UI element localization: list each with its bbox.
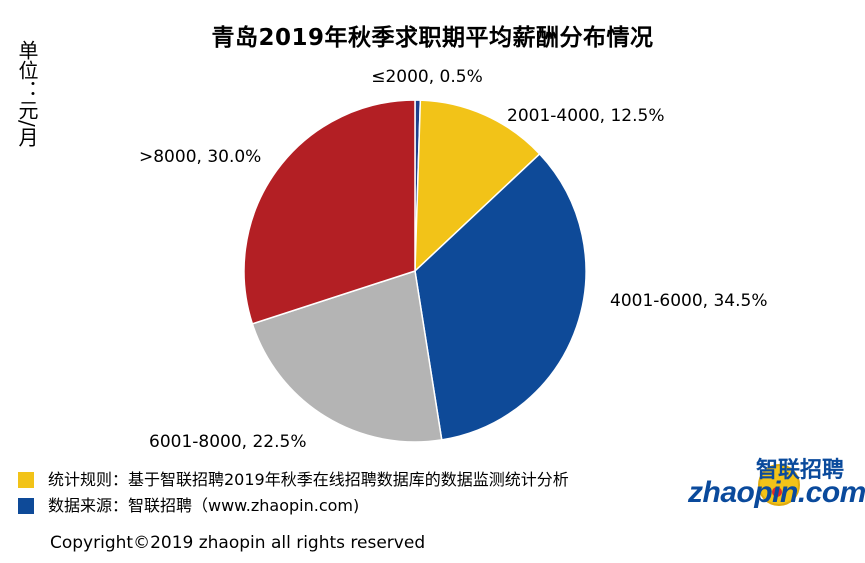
pie-slice-8000 bbox=[243, 99, 416, 325]
zhaopin-logo: 智联招聘 zhaopin.com bbox=[686, 452, 865, 516]
chart-title: 青岛2019年秋季求职期平均薪酬分布情况 bbox=[211, 25, 654, 51]
pie-slice-4001-6000 bbox=[414, 152, 587, 441]
pie-data-label: 2001-4000, 12.5% bbox=[507, 106, 664, 126]
unit-label: 单位：元/月 bbox=[15, 40, 39, 147]
logo-name-en: zhaopin.com bbox=[688, 476, 865, 509]
logo-name-cn: 智联招聘 bbox=[756, 458, 845, 483]
pie-data-label: >8000, 30.0% bbox=[139, 147, 261, 167]
pie-data-label: ≤2000, 0.5% bbox=[371, 67, 483, 87]
copyright-text: Copyright©2019 zhaopin all rights reserv… bbox=[50, 533, 426, 553]
pie-data-label: 4001-6000, 34.5% bbox=[610, 291, 767, 311]
legend-swatch-blue bbox=[18, 498, 34, 514]
legend-text-rule: 统计规则：基于智联招聘2019年秋季在线招聘数据库的数据监测统计分析 bbox=[48, 470, 569, 489]
logo-ball-icon bbox=[758, 464, 800, 506]
legend-swatch-yellow bbox=[18, 472, 34, 488]
pie-data-label: 6001-8000, 22.5% bbox=[149, 432, 306, 452]
logo-dot-icon bbox=[772, 487, 782, 497]
pie-slice-2001-4000 bbox=[414, 99, 541, 273]
pie-slice-6001-8000 bbox=[251, 270, 443, 443]
legend-text-source: 数据来源：智联招聘（www.zhaopin.com) bbox=[48, 496, 360, 515]
